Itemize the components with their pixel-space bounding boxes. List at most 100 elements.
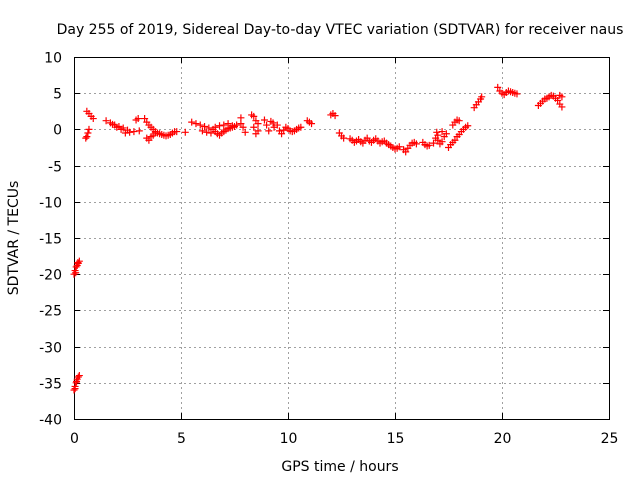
- data-point: [211, 123, 219, 131]
- data-point: [141, 115, 149, 123]
- data-point: [72, 269, 80, 277]
- chart-title: Day 255 of 2019, Sidereal Day-to-day VTE…: [57, 22, 624, 38]
- y-tick-label: -15: [39, 232, 62, 248]
- data-point: [395, 143, 403, 151]
- data-point: [494, 83, 502, 91]
- data-point: [145, 136, 153, 144]
- data-point: [237, 114, 245, 122]
- data-point: [513, 90, 521, 98]
- data-point: [84, 129, 92, 137]
- data-point: [82, 134, 90, 142]
- data-point: [117, 125, 125, 133]
- x-tick-label: 15: [387, 431, 405, 447]
- data-point: [113, 123, 121, 131]
- data-point: [250, 123, 258, 131]
- y-axis-label: SDTVAR / TECUs: [6, 181, 22, 296]
- y-tick-label: -5: [48, 160, 62, 176]
- data-point: [216, 122, 224, 130]
- data-point: [241, 128, 249, 136]
- data-point: [451, 136, 459, 144]
- data-point: [173, 128, 181, 136]
- data-point: [196, 121, 204, 129]
- data-point: [135, 127, 143, 135]
- data-point: [340, 134, 348, 142]
- x-tick-label: 20: [494, 431, 512, 447]
- data-point: [252, 130, 260, 138]
- y-tick-label: -25: [39, 304, 62, 320]
- data-point: [224, 120, 232, 128]
- x-axis-label: GPS time / hours: [281, 459, 398, 475]
- data-point: [181, 128, 189, 136]
- data-point: [74, 373, 82, 381]
- data-point: [402, 148, 410, 156]
- data-point: [558, 103, 566, 111]
- data-point: [308, 120, 316, 128]
- data-point: [430, 139, 438, 147]
- x-tick-label: 10: [280, 431, 298, 447]
- x-tick-label: 25: [601, 431, 619, 447]
- y-tick-label: -30: [39, 341, 62, 357]
- data-point: [220, 121, 228, 129]
- data-point: [188, 118, 196, 126]
- plot-frame: [74, 57, 610, 420]
- data-point: [263, 121, 271, 129]
- data-point: [71, 385, 79, 393]
- data-point: [70, 270, 78, 278]
- x-tick-label: 0: [70, 431, 79, 447]
- data-point: [265, 127, 273, 135]
- data-point: [75, 257, 83, 265]
- y-tick-label: -20: [39, 268, 62, 284]
- data-point: [558, 93, 566, 101]
- data-point: [442, 130, 450, 138]
- data-point: [273, 121, 281, 129]
- data-point: [425, 141, 433, 149]
- grid-lines: [74, 57, 609, 419]
- data-point: [83, 133, 91, 141]
- data-point: [438, 138, 446, 146]
- data-point: [192, 120, 200, 128]
- data-point: [455, 117, 463, 125]
- data-point: [438, 128, 446, 136]
- data-point: [228, 122, 236, 130]
- data-point: [126, 128, 134, 136]
- data-point: [260, 116, 268, 124]
- data-point: [203, 128, 211, 136]
- y-tick-label: -40: [39, 413, 62, 429]
- data-point: [205, 124, 213, 132]
- data-point: [74, 259, 82, 267]
- data-point: [278, 130, 286, 138]
- data-point: [250, 112, 258, 120]
- data-point: [233, 121, 241, 129]
- y-tick-label: 10: [44, 51, 62, 67]
- data-point: [121, 129, 129, 137]
- y-tick-label: 0: [53, 123, 62, 139]
- data-point: [130, 128, 138, 136]
- y-tick-label: -10: [39, 196, 62, 212]
- data-point: [207, 129, 215, 137]
- x-tick-label: 5: [177, 431, 186, 447]
- data-point: [201, 123, 209, 131]
- data-point: [73, 377, 81, 385]
- y-tick-labels: -40 -35 -30 -25 -20 -15 -10 -5 0 5 10: [39, 51, 62, 429]
- data-point: [331, 112, 339, 120]
- data-point: [554, 96, 562, 104]
- y-tick-label: -35: [39, 377, 62, 393]
- data-point: [464, 122, 472, 130]
- data-point: [109, 120, 117, 128]
- data-point: [412, 140, 420, 148]
- data-point: [198, 127, 206, 135]
- data-points: [70, 83, 566, 394]
- x-tick-labels: 0 5 10 15 20 25: [70, 431, 618, 447]
- data-point: [269, 119, 277, 127]
- data-point: [297, 123, 305, 131]
- data-point: [89, 115, 97, 123]
- data-point: [75, 372, 83, 380]
- data-point: [151, 129, 159, 137]
- data-point: [239, 123, 247, 131]
- data-point: [134, 115, 142, 123]
- data-point: [433, 128, 441, 136]
- data-point: [478, 93, 486, 101]
- y-tick-label: 5: [53, 87, 62, 103]
- data-point: [85, 125, 93, 133]
